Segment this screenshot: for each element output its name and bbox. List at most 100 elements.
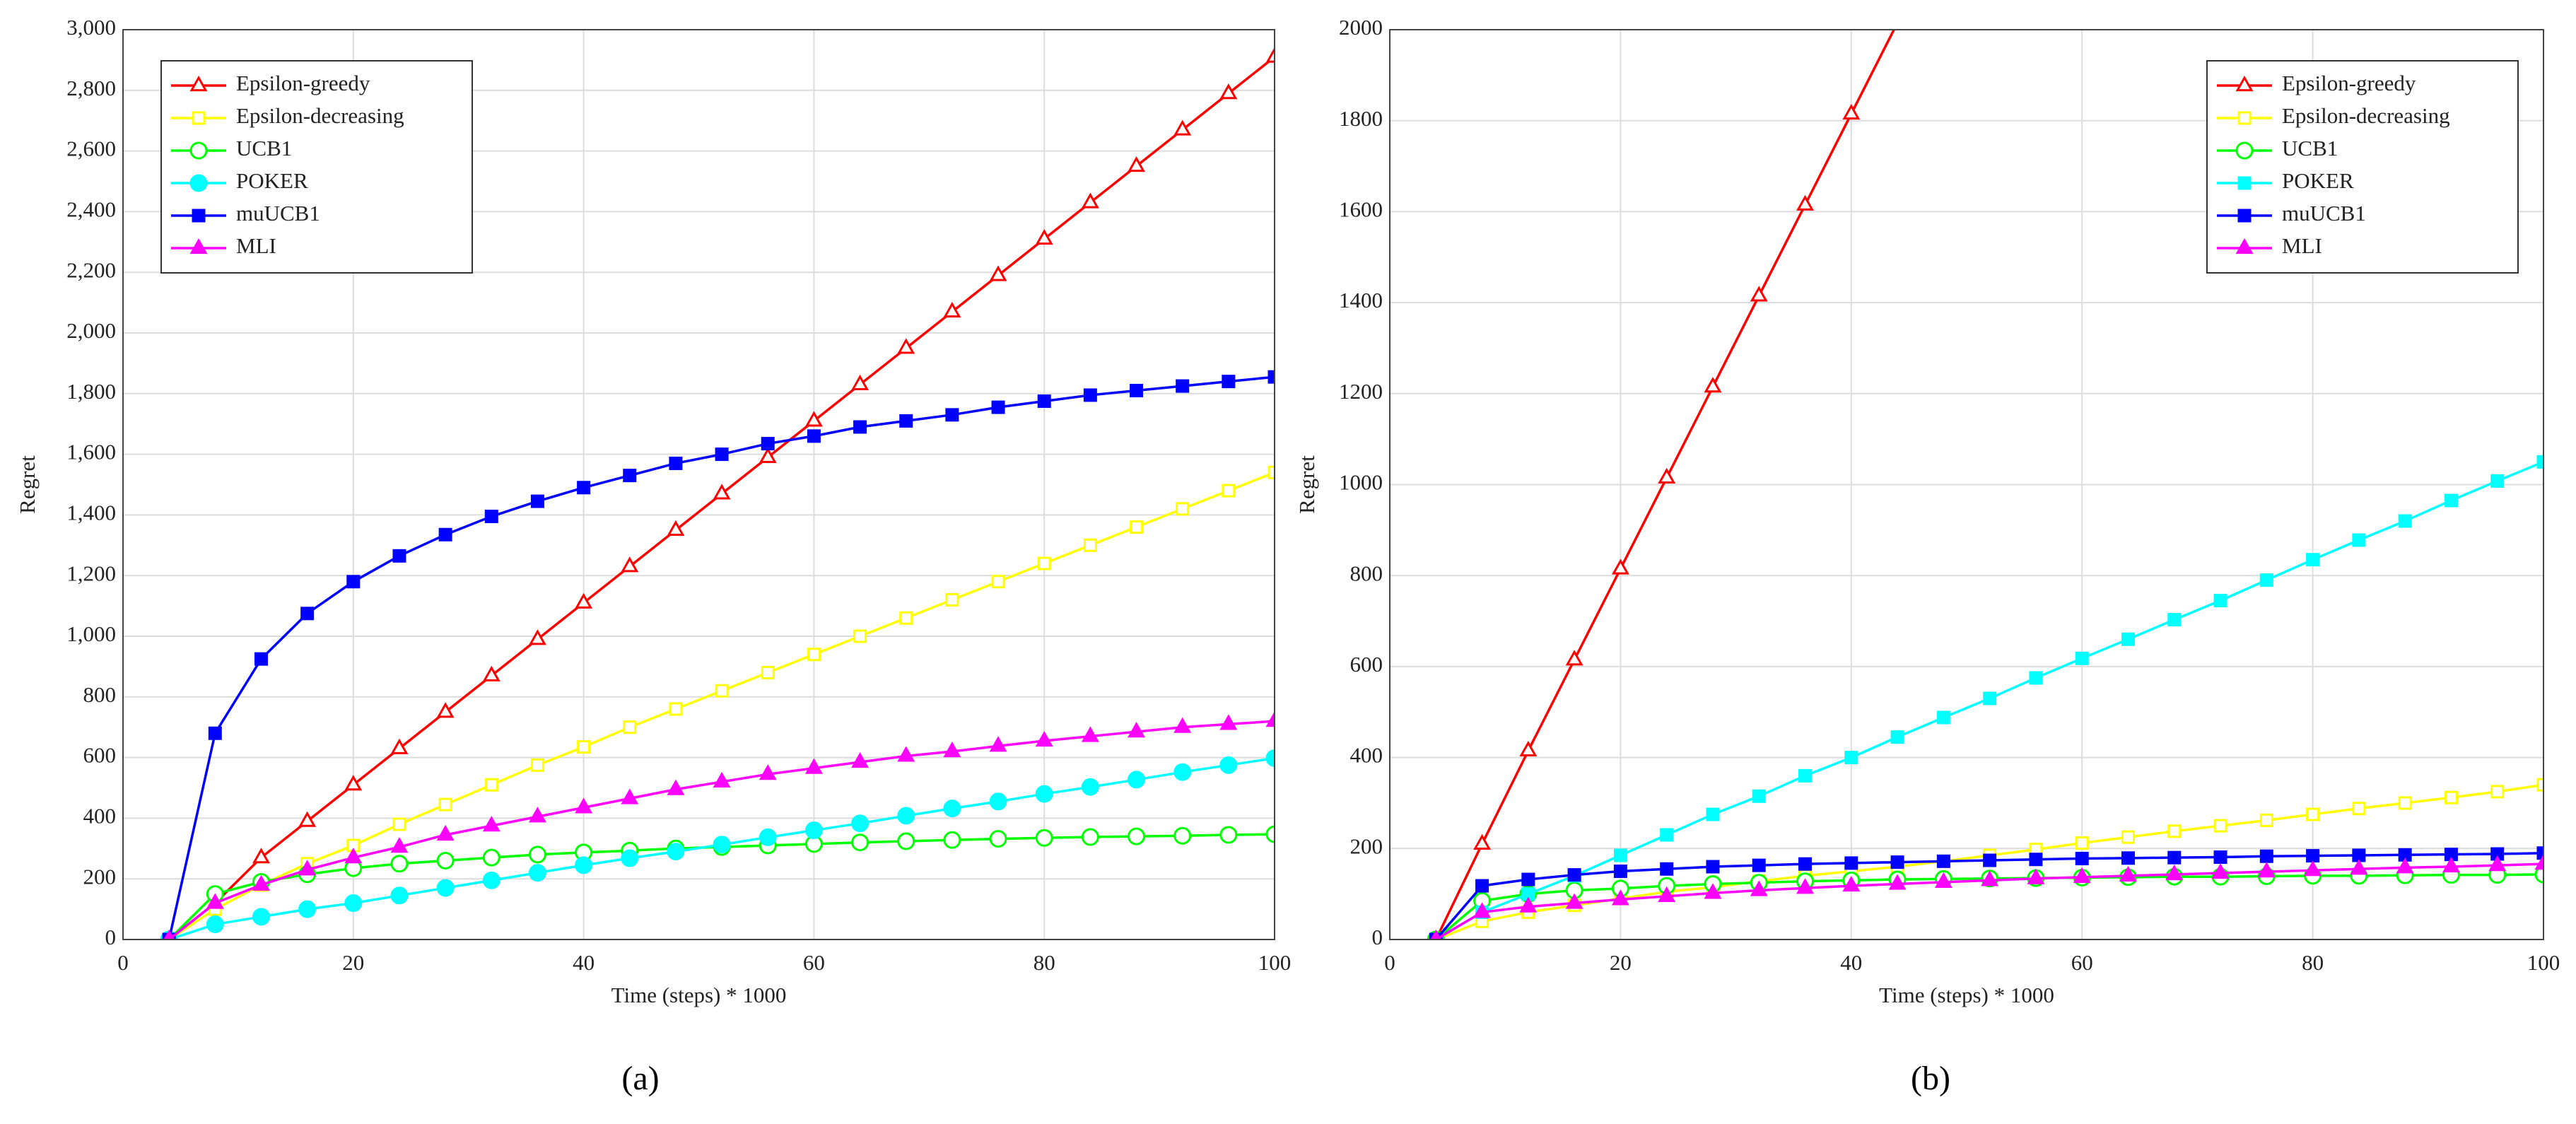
marker bbox=[1890, 15, 1904, 28]
marker bbox=[2490, 474, 2505, 488]
marker bbox=[669, 456, 683, 470]
marker bbox=[1128, 156, 1145, 172]
y-tick-label: 1,800 bbox=[66, 379, 116, 404]
marker bbox=[897, 807, 915, 825]
marker bbox=[2027, 868, 2045, 884]
marker bbox=[2534, 865, 2543, 884]
marker bbox=[2235, 141, 2254, 160]
marker bbox=[2534, 854, 2543, 870]
marker bbox=[2165, 864, 2184, 881]
legend-label: Epsilon-decreasing bbox=[2282, 103, 2450, 128]
marker bbox=[528, 845, 546, 864]
marker bbox=[344, 894, 363, 913]
marker bbox=[804, 821, 823, 840]
x-tick-label: 80 bbox=[2302, 950, 2324, 975]
marker bbox=[1267, 465, 1275, 479]
marker bbox=[2075, 851, 2089, 865]
marker bbox=[713, 484, 731, 500]
y-tick-label: 2000 bbox=[1339, 15, 1383, 40]
marker bbox=[715, 684, 729, 698]
marker bbox=[1936, 854, 1950, 868]
marker bbox=[2237, 176, 2252, 190]
marker bbox=[807, 648, 821, 662]
y-tick-label: 800 bbox=[1350, 561, 1383, 585]
marker bbox=[2536, 846, 2543, 860]
legend-label: MLI bbox=[2282, 233, 2322, 258]
marker bbox=[989, 265, 1007, 281]
marker bbox=[1173, 763, 1192, 781]
marker bbox=[298, 900, 317, 918]
marker bbox=[667, 843, 685, 861]
marker bbox=[1706, 807, 1720, 821]
y-tick-label: 2,600 bbox=[66, 136, 116, 161]
marker bbox=[1936, 710, 1950, 725]
legend-label: UCB1 bbox=[236, 136, 292, 160]
marker bbox=[897, 746, 915, 762]
marker bbox=[390, 738, 409, 754]
marker bbox=[1660, 862, 1674, 876]
marker bbox=[989, 830, 1007, 848]
marker bbox=[1613, 848, 1627, 862]
marker bbox=[1890, 855, 1904, 870]
marker bbox=[1798, 857, 1813, 871]
marker bbox=[1130, 520, 1144, 534]
marker bbox=[943, 301, 961, 318]
marker bbox=[1842, 876, 1861, 892]
marker bbox=[1844, 856, 1858, 870]
marker bbox=[2167, 613, 2182, 627]
marker bbox=[2237, 111, 2252, 125]
legend-label: muUCB1 bbox=[236, 201, 320, 226]
marker bbox=[189, 174, 208, 192]
marker bbox=[206, 893, 224, 909]
marker bbox=[804, 758, 823, 774]
marker bbox=[163, 929, 175, 939]
legend-box bbox=[2206, 60, 2519, 274]
marker bbox=[2536, 455, 2543, 469]
marker bbox=[2444, 790, 2458, 804]
marker bbox=[577, 740, 591, 754]
x-tick-label: 60 bbox=[2071, 950, 2093, 975]
marker bbox=[298, 860, 317, 876]
marker bbox=[2259, 813, 2273, 827]
marker bbox=[436, 824, 455, 841]
y-tick-label: 1,000 bbox=[66, 621, 116, 646]
x-axis-label: Time (steps) * 1000 bbox=[1879, 983, 2054, 1007]
marker bbox=[1660, 828, 1674, 842]
marker bbox=[2121, 830, 2135, 844]
marker bbox=[1176, 379, 1190, 393]
marker bbox=[667, 520, 685, 536]
marker bbox=[1934, 872, 1953, 889]
marker bbox=[2167, 824, 2182, 838]
marker bbox=[1519, 896, 1538, 913]
marker bbox=[2396, 857, 2414, 874]
marker bbox=[1752, 789, 1766, 803]
marker bbox=[1081, 726, 1099, 742]
marker bbox=[1842, 103, 1861, 120]
marker bbox=[298, 811, 317, 827]
marker bbox=[1796, 194, 1814, 211]
marker bbox=[392, 817, 406, 831]
y-tick-label: 1000 bbox=[1339, 470, 1383, 495]
marker bbox=[208, 726, 222, 740]
y-tick-label: 2,000 bbox=[66, 318, 116, 343]
marker bbox=[189, 238, 208, 254]
x-tick-label: 60 bbox=[803, 950, 825, 975]
marker bbox=[436, 851, 455, 870]
marker bbox=[1565, 650, 1583, 666]
marker bbox=[1267, 370, 1275, 384]
marker bbox=[1704, 883, 1722, 899]
plot-area bbox=[1427, 15, 2543, 939]
marker bbox=[1981, 870, 1999, 886]
marker bbox=[669, 702, 683, 716]
legend: Epsilon-greedy Epsilon-decreasing UCB1 POKE… bbox=[2206, 60, 2519, 274]
marker bbox=[1752, 858, 1766, 872]
marker bbox=[1658, 886, 1676, 902]
marker bbox=[759, 764, 777, 780]
x-axis-label: Time (steps) * 1000 bbox=[611, 983, 787, 1007]
marker bbox=[1173, 717, 1192, 733]
marker bbox=[206, 915, 224, 934]
marker bbox=[1219, 826, 1238, 844]
marker bbox=[530, 494, 544, 508]
marker bbox=[344, 775, 363, 791]
marker bbox=[2075, 651, 2089, 665]
